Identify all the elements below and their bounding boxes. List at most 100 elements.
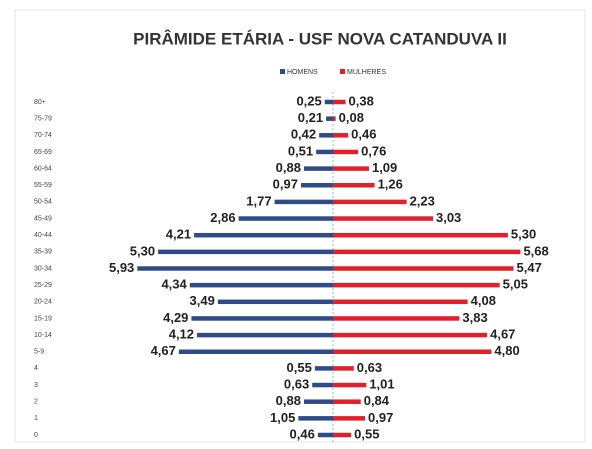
bar: [314, 366, 333, 371]
bar: [191, 316, 333, 321]
value-label: 0,76: [361, 143, 386, 158]
legend-label: MULHERES: [347, 69, 386, 76]
bar: [333, 399, 361, 404]
value-label: 0,88: [276, 393, 301, 408]
value-label: 2,86: [210, 210, 235, 225]
legend-swatch: [280, 69, 285, 74]
category-label: 55-59: [34, 182, 52, 189]
value-label: 5,47: [517, 260, 542, 275]
value-label: 4,08: [471, 293, 496, 308]
value-label: 1,01: [369, 376, 394, 391]
value-label: 3,83: [462, 310, 487, 325]
bar: [333, 299, 468, 305]
bar: [333, 166, 369, 171]
bar: [316, 149, 333, 155]
bar: [158, 249, 333, 255]
value-label: 4,34: [161, 277, 187, 292]
category-label: 10-14: [34, 332, 52, 339]
value-label: 0,55: [354, 426, 379, 441]
bar: [298, 416, 333, 421]
category-label: 0: [34, 432, 38, 439]
category-label: 5-9: [34, 349, 44, 356]
category-label: 75-79: [34, 115, 52, 122]
value-label: 0,63: [284, 376, 309, 391]
category-label: 2: [34, 399, 38, 406]
category-label: 15-19: [34, 315, 52, 322]
value-label: 5,93: [109, 260, 134, 275]
value-label: 5,30: [130, 243, 155, 258]
value-label: 0,84: [364, 393, 390, 408]
legend-label: HOMENS: [287, 69, 318, 76]
bar: [194, 232, 333, 238]
bar: [300, 183, 333, 188]
bar: [333, 432, 352, 438]
chart-title: PIRÂMIDE ETÁRIA - USF NOVA CATANDUVA II: [133, 29, 507, 48]
bar: [333, 183, 375, 188]
value-label: 0,42: [291, 127, 316, 142]
bar: [333, 382, 367, 388]
category-label: 80+: [34, 99, 46, 106]
bar: [333, 133, 349, 138]
value-label: 0,63: [357, 360, 382, 375]
value-label: 4,21: [166, 227, 191, 242]
category-label: 70-74: [34, 132, 52, 139]
value-label: 5,68: [523, 243, 548, 258]
value-label: 4,29: [163, 310, 188, 325]
value-label: 5,30: [511, 227, 536, 242]
value-label: 0,51: [288, 143, 313, 158]
value-label: 4,67: [151, 343, 176, 358]
bar: [333, 232, 508, 238]
category-label: 40-44: [34, 232, 52, 239]
bar: [197, 332, 333, 338]
bar: [333, 116, 336, 121]
value-label: 1,77: [246, 193, 271, 208]
bar: [319, 133, 333, 138]
bar: [333, 366, 354, 371]
chart-frame: [14, 9, 586, 443]
bar: [217, 299, 333, 305]
category-label: 50-54: [34, 199, 52, 206]
bar: [274, 199, 333, 205]
value-label: 1,09: [372, 160, 397, 175]
value-label: 3,49: [190, 293, 215, 308]
bar: [333, 99, 346, 105]
legend-swatch: [340, 69, 345, 74]
category-label: 35-39: [34, 249, 52, 256]
value-label: 0,97: [273, 177, 298, 192]
value-label: 1,26: [378, 177, 403, 192]
bar: [333, 316, 460, 321]
value-label: 2,23: [410, 193, 435, 208]
bar: [238, 216, 333, 221]
category-label: 25-29: [34, 282, 52, 289]
category-label: 20-24: [34, 299, 52, 306]
bar: [303, 166, 333, 171]
category-label: 1: [34, 415, 38, 422]
value-label: 4,67: [490, 327, 515, 342]
value-label: 0,46: [351, 127, 376, 142]
bar: [333, 349, 492, 354]
category-label: 30-34: [34, 265, 52, 272]
value-label: 0,25: [296, 93, 321, 108]
bar: [137, 266, 333, 271]
value-label: 5,05: [503, 277, 528, 292]
bar: [326, 116, 333, 121]
value-label: 4,12: [169, 327, 194, 342]
bar: [178, 349, 333, 354]
bar: [333, 416, 366, 421]
category-label: 60-64: [34, 165, 52, 172]
bar: [303, 399, 333, 404]
bar: [317, 432, 333, 438]
value-label: 0,88: [276, 160, 301, 175]
value-label: 3,03: [436, 210, 461, 225]
value-label: 1,05: [270, 410, 295, 425]
value-label: 0,21: [298, 110, 323, 125]
bar: [333, 199, 407, 205]
bar: [333, 216, 433, 221]
bar: [189, 282, 333, 288]
category-label: 45-49: [34, 215, 52, 222]
value-label: 0,38: [349, 93, 374, 108]
category-label: 4: [34, 365, 38, 372]
bar: [312, 382, 333, 388]
value-label: 0,46: [290, 426, 315, 441]
category-label: 65-69: [34, 149, 52, 156]
